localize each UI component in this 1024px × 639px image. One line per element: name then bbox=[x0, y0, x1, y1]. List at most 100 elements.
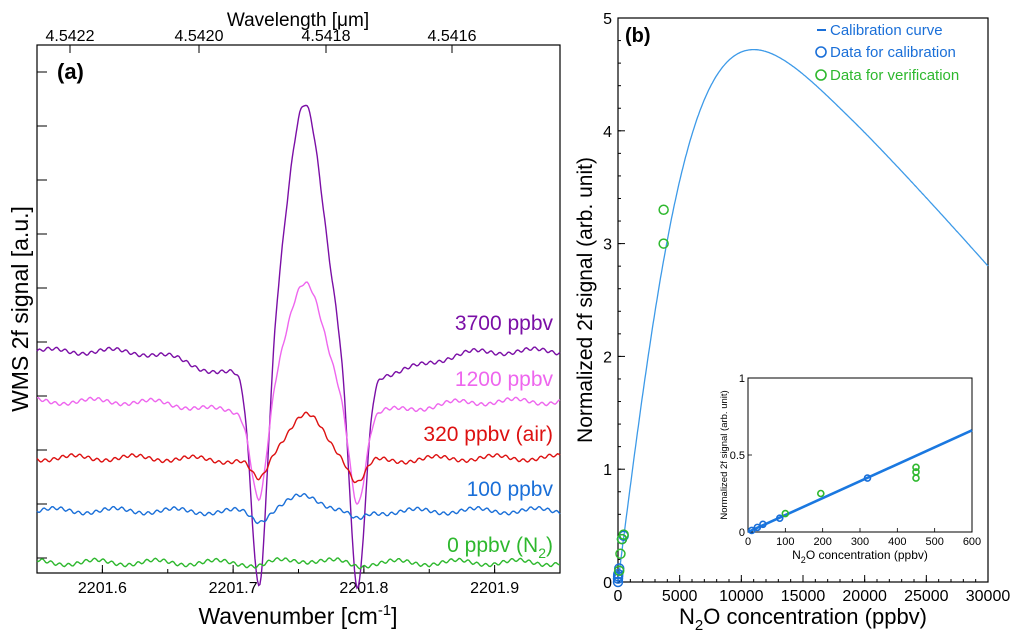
inset-calibration-point bbox=[863, 474, 872, 482]
panel-b-x-axis-label: N2O concentration (ppbv) bbox=[679, 604, 927, 634]
inset-x-tick-label: 100 bbox=[776, 536, 794, 548]
series-line-0 bbox=[36, 104, 561, 590]
panel-a-top-tick-label: 4.5416 bbox=[428, 28, 477, 45]
panel-b-y-tick-label: 4 bbox=[603, 124, 612, 141]
series-label-end: ) bbox=[546, 534, 553, 557]
inset-y-tick-label: 1 bbox=[739, 373, 745, 385]
panel-b-calibration-curve bbox=[617, 48, 989, 583]
panel-b-x-tick-label: 5000 bbox=[662, 588, 698, 605]
panel-b-x-tick-label: 25000 bbox=[904, 588, 949, 605]
series-label-1: 1200 ppbv bbox=[455, 368, 554, 391]
inset-frame bbox=[747, 377, 973, 533]
inset-y-axis-label: Normalized 2f signal (arb. unit) bbox=[719, 390, 730, 519]
series-label-main: 100 ppbv bbox=[467, 478, 554, 501]
panel-b-y-tick-label: 5 bbox=[603, 11, 612, 28]
panel-b-inset: 0 100 200 300 400 500 600 0 0.5 1 N2O concentrati… bbox=[719, 373, 981, 565]
panel-a-series-labels: 3700 ppbv 1200 ppbv 320 ppbv (air) 100 ppbv… bbox=[423, 312, 553, 561]
inset-x-tick-label: 300 bbox=[851, 536, 869, 548]
legend-calibration-marker bbox=[815, 46, 827, 58]
panel-b-x-tick-label: 30000 bbox=[966, 588, 1011, 605]
series-label-3: 100 ppbv bbox=[467, 478, 554, 501]
inset-xlabel-main: N bbox=[792, 548, 801, 562]
panel-a-y-axis-label: WMS 2f signal [a.u.] bbox=[7, 206, 33, 412]
panel-a-top-tick-label: 4.5420 bbox=[175, 28, 224, 45]
inset-verification-point bbox=[912, 463, 920, 472]
panel-a-x-tick-label: 2201.6 bbox=[78, 580, 127, 597]
inset-calibration-point bbox=[753, 523, 762, 532]
panel-a-ticks: 2201.6 2201.7 2201.8 2201.9 4.5422 4.5420 4.54… bbox=[36, 28, 561, 597]
verification-point bbox=[613, 565, 625, 576]
inset-x-tick-label: 200 bbox=[813, 536, 831, 548]
inset-fit-line bbox=[747, 429, 973, 534]
panel-a-label: (a) bbox=[57, 59, 84, 84]
inset-x-tick-label: 400 bbox=[888, 536, 906, 548]
series-line-1 bbox=[37, 281, 561, 506]
series-line-2 bbox=[36, 411, 561, 484]
legend-data-for-calibration: Data for calibration bbox=[830, 44, 956, 61]
series-label-main: 1200 ppbv bbox=[455, 368, 554, 391]
panel-b-x-tick-label: 15000 bbox=[781, 588, 826, 605]
inset-verification-point bbox=[912, 468, 920, 476]
inset-x-tick-label: 500 bbox=[925, 536, 943, 548]
inset-calibration-point bbox=[759, 520, 767, 529]
panel-a-x-axis-label: Wavenumber [cm-1] bbox=[198, 602, 397, 629]
panel-a-series bbox=[36, 104, 561, 590]
panel-b-xlabel-main: N bbox=[679, 604, 695, 629]
inset-xlabel-sub: 2 bbox=[801, 555, 806, 565]
panel-a-xlabel-sup: -1 bbox=[378, 602, 391, 619]
panel-a-x-tick-label: 2201.7 bbox=[209, 580, 258, 597]
inset-y-tick-label: 0 bbox=[739, 527, 745, 539]
legend-data-for-verification: Data for verification bbox=[830, 67, 959, 84]
series-label-2: 320 ppbv (air) bbox=[423, 423, 553, 446]
panel-b-points bbox=[612, 204, 669, 588]
verification-point bbox=[658, 238, 669, 249]
panel-b-x-tick-label: 20000 bbox=[842, 588, 887, 605]
inset-y-tick-label: 0.5 bbox=[730, 450, 745, 462]
panel-a: 2201.6 2201.7 2201.8 2201.9 4.5422 4.5420 4.54… bbox=[7, 10, 561, 629]
panel-b-xlabel-end: O concentration (ppbv) bbox=[703, 604, 927, 629]
panel-b-y-tick-label: 3 bbox=[603, 237, 612, 254]
inset-fit-line-segment bbox=[747, 429, 973, 534]
panel-a-x-tick-label: 2201.9 bbox=[470, 580, 519, 597]
panel-a-x-tick-label: 2201.8 bbox=[339, 580, 388, 597]
inset-verification-point bbox=[816, 489, 825, 498]
calibration-curve-line bbox=[617, 48, 989, 583]
inset-ticks: 0 100 200 300 400 500 600 0 0.5 1 bbox=[730, 373, 981, 548]
panel-b-y-tick-label: 2 bbox=[603, 349, 612, 366]
series-label-main: 320 ppbv (air) bbox=[423, 423, 553, 446]
inset-x-tick-label: 600 bbox=[963, 536, 981, 548]
panel-b-y-tick-label: 0 bbox=[603, 575, 612, 592]
inset-calibration-point bbox=[775, 514, 784, 522]
panel-b-x-tick-label: 0 bbox=[614, 588, 623, 605]
panel-a-xlabel-main: Wavenumber [cm bbox=[198, 603, 377, 629]
panel-b-y-axis-label: Normalized 2f signal (arb. unit) bbox=[574, 157, 597, 443]
series-label-0: 3700 ppbv bbox=[455, 312, 554, 335]
series-line-3 bbox=[36, 492, 561, 525]
panel-a-top-tick-label: 4.5422 bbox=[46, 28, 95, 45]
panel-b-y-tick-label: 1 bbox=[603, 462, 612, 479]
panel-a-top-axis-label: Wavelength [μm] bbox=[227, 10, 369, 31]
series-label-main: 0 ppbv (N bbox=[447, 534, 538, 557]
verification-point bbox=[616, 533, 628, 545]
inset-calibration-point bbox=[747, 526, 756, 535]
series-label-main: 3700 ppbv bbox=[455, 312, 554, 335]
panel-b-label: (b) bbox=[625, 25, 651, 47]
panel-b-x-tick-label: 10000 bbox=[719, 588, 764, 605]
verification-point bbox=[618, 529, 629, 540]
calibration-point bbox=[612, 576, 624, 588]
series-label-sub: 2 bbox=[538, 545, 546, 561]
panel-b-xlabel-sub: 2 bbox=[695, 617, 703, 634]
panel-a-xlabel-end: ] bbox=[391, 603, 397, 629]
verification-point bbox=[658, 204, 669, 216]
inset-x-axis-label: N2O concentration (ppbv) bbox=[792, 548, 928, 565]
inset-xlabel-end: O concentration (ppbv) bbox=[806, 548, 928, 562]
legend-calibration-curve: Calibration curve bbox=[830, 22, 943, 39]
legend-verification-marker bbox=[815, 69, 827, 81]
verification-point bbox=[615, 548, 626, 560]
inset-x-tick-label: 0 bbox=[745, 536, 751, 548]
series-line-4 bbox=[36, 557, 561, 570]
series-label-4: 0 ppbv (N2) bbox=[447, 534, 553, 561]
